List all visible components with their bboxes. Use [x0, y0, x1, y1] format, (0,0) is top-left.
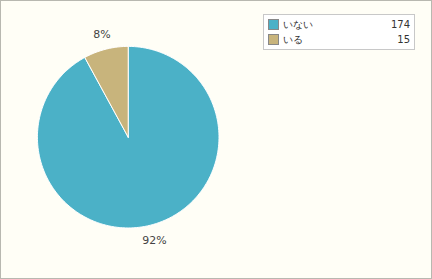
svg-text:92%: 92% — [142, 234, 166, 247]
html-text:15: 15 — [397, 34, 410, 45]
html-text:いる: いる — [283, 33, 303, 45]
html-text:いない: いない — [283, 18, 313, 30]
html-text:174: 174 — [390, 19, 410, 30]
svg-text:8%: 8% — [93, 28, 110, 41]
